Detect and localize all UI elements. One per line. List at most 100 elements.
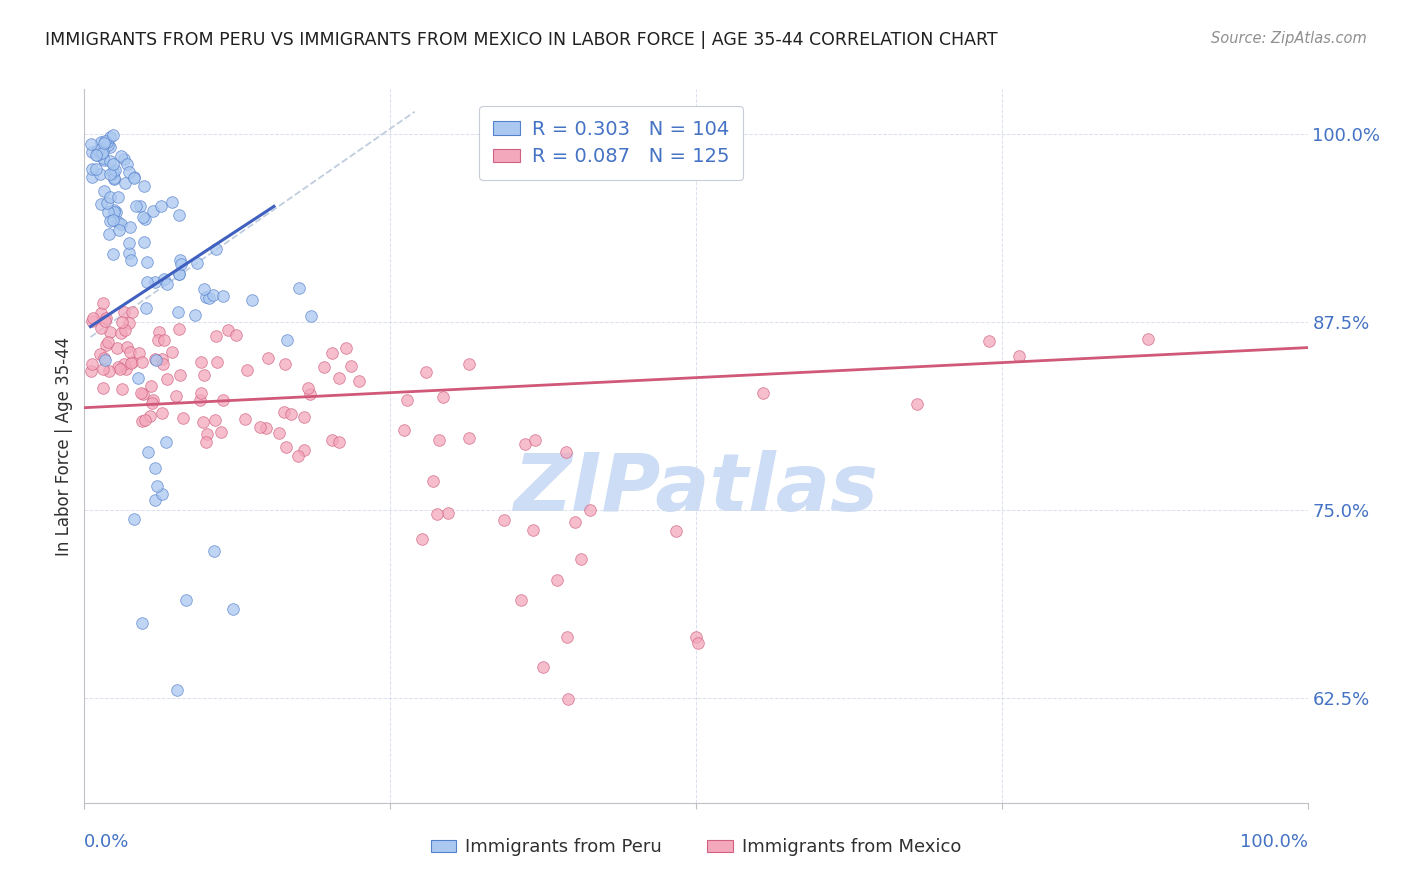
Point [665, 524, 688, 538]
Point [1136, 332, 1159, 346]
Point [142, 392, 165, 407]
Point [190, 355, 212, 369]
Point [98, 325, 121, 339]
Point [90, 136, 112, 150]
Legend: Immigrants from Peru, Immigrants from Mexico: Immigrants from Peru, Immigrants from Me… [426, 833, 966, 862]
Point [392, 423, 415, 437]
Point [107, 222, 129, 236]
Point [188, 392, 211, 407]
Point [426, 507, 449, 521]
Point [136, 445, 159, 459]
Point [211, 289, 233, 303]
Point [167, 267, 190, 281]
Point [103, 204, 125, 219]
Point [193, 282, 215, 296]
Point [139, 409, 162, 423]
Point [217, 323, 239, 337]
Point [152, 272, 174, 286]
Point [202, 544, 225, 558]
Point [118, 165, 141, 179]
Point [93, 136, 115, 151]
Point [276, 333, 298, 347]
Point [146, 334, 169, 348]
Point [249, 419, 271, 434]
Point [292, 442, 315, 457]
Point [155, 434, 177, 449]
Point [103, 246, 125, 260]
Point [96, 310, 118, 325]
Point [112, 357, 135, 371]
Point [172, 410, 194, 425]
Point [143, 276, 166, 290]
Point [131, 354, 153, 368]
Point [166, 682, 188, 697]
Point [273, 405, 295, 419]
Point [118, 245, 141, 260]
Point [86, 143, 108, 157]
Point [125, 199, 148, 213]
Point [91, 152, 114, 166]
Point [114, 361, 136, 376]
Point [167, 321, 190, 335]
Point [194, 435, 217, 450]
Point [557, 631, 579, 645]
Point [752, 386, 775, 401]
Point [135, 255, 157, 269]
Point [104, 163, 127, 178]
Point [233, 411, 256, 425]
Point [98, 129, 121, 144]
Point [148, 326, 170, 340]
Point [280, 407, 302, 421]
Point [101, 128, 124, 143]
Point [89, 347, 111, 361]
Point [80, 137, 103, 152]
Point [112, 152, 135, 166]
Point [145, 353, 167, 368]
Point [117, 157, 139, 171]
Point [299, 309, 322, 323]
Point [427, 433, 450, 447]
Point [128, 199, 150, 213]
Point [149, 199, 172, 213]
Point [90, 196, 112, 211]
Point [82, 311, 104, 326]
Point [122, 512, 145, 526]
Point [110, 149, 132, 163]
Point [110, 326, 132, 340]
Point [1008, 350, 1031, 364]
Point [235, 363, 257, 377]
Point [93, 382, 115, 396]
Point [139, 379, 162, 393]
Point [135, 301, 157, 315]
Point [98, 190, 121, 204]
Point [128, 345, 150, 359]
Point [129, 385, 152, 400]
Point [328, 435, 350, 450]
Point [82, 145, 104, 160]
Point [118, 344, 141, 359]
Point [152, 487, 174, 501]
Point [688, 635, 710, 649]
Point [347, 375, 370, 389]
Point [209, 425, 232, 440]
Point [91, 362, 114, 376]
Point [150, 406, 173, 420]
Point [170, 257, 193, 271]
Point [120, 253, 142, 268]
Point [121, 355, 143, 369]
Point [205, 329, 228, 343]
Point [127, 371, 149, 385]
Point [96, 196, 118, 211]
Point [267, 425, 290, 440]
Point [114, 323, 136, 337]
Point [555, 445, 578, 459]
Point [82, 169, 104, 184]
Point [103, 157, 125, 171]
Point [415, 365, 437, 379]
Point [120, 355, 142, 369]
Point [186, 256, 208, 270]
Point [240, 293, 263, 307]
Point [103, 164, 125, 178]
Point [160, 195, 183, 210]
Point [91, 145, 114, 159]
